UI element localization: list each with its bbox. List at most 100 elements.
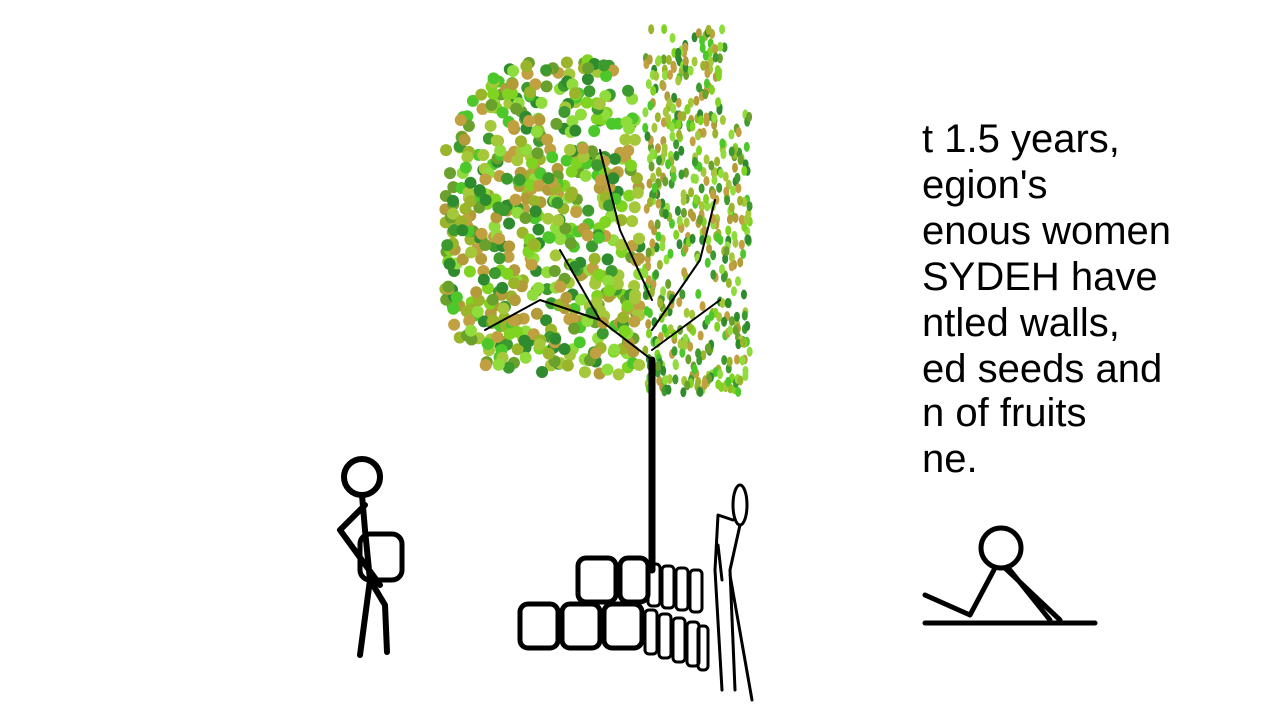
leaf	[698, 183, 705, 194]
leaf	[496, 281, 509, 294]
leaf	[548, 264, 561, 277]
leaf	[487, 72, 500, 85]
leaf	[741, 165, 748, 176]
leaf	[712, 128, 719, 139]
leaf	[608, 343, 621, 356]
leaf	[676, 297, 683, 308]
leaf	[704, 343, 711, 354]
leaf	[672, 359, 679, 370]
leaf	[507, 65, 520, 78]
leaf	[626, 215, 639, 228]
leaf	[459, 161, 472, 174]
leaf	[536, 365, 549, 378]
leaf	[660, 54, 667, 65]
leaf	[744, 320, 751, 331]
caption-line: t 1.5 years,	[922, 117, 1120, 161]
leaf	[602, 274, 615, 287]
leaf	[490, 134, 503, 147]
leaf	[651, 182, 658, 193]
leaf	[699, 43, 706, 54]
leaf	[511, 154, 524, 167]
leaf	[722, 253, 729, 264]
leaf	[653, 269, 660, 280]
leaf	[670, 63, 677, 74]
leaf	[542, 347, 555, 360]
leaf	[532, 223, 545, 236]
leaf	[669, 122, 676, 133]
leaf	[656, 259, 663, 270]
leaf	[464, 176, 477, 189]
leaf	[719, 138, 726, 149]
leaf	[677, 338, 684, 349]
leaf	[689, 233, 696, 244]
leaf	[456, 253, 469, 266]
leaf	[460, 305, 473, 318]
leaf	[485, 98, 498, 111]
leaf	[735, 276, 742, 287]
leaf	[675, 97, 682, 108]
leaf	[621, 299, 634, 312]
leaf	[561, 359, 574, 372]
leaf	[700, 60, 707, 71]
leaf	[685, 354, 692, 365]
leaf	[463, 265, 476, 278]
leaf	[733, 311, 740, 322]
leaf	[560, 291, 573, 304]
leaf	[665, 384, 672, 395]
leaf	[716, 369, 723, 380]
leaf	[735, 386, 742, 397]
leaf	[731, 162, 738, 173]
leaf	[681, 267, 688, 278]
leaf	[473, 184, 486, 197]
leaf	[646, 54, 653, 65]
leaf	[680, 387, 687, 398]
leaf	[477, 265, 490, 278]
leaf	[700, 167, 707, 178]
leaf	[488, 267, 501, 280]
leaf	[710, 250, 717, 261]
leaf	[569, 124, 582, 137]
leaf	[506, 77, 519, 90]
leaf	[689, 309, 696, 320]
leaf	[645, 319, 652, 330]
leaf	[511, 343, 524, 356]
leaf	[695, 348, 702, 359]
leaf	[721, 355, 728, 366]
leaf	[721, 316, 728, 327]
left-figure	[337, 456, 405, 658]
leaf	[745, 234, 752, 245]
leaf	[708, 56, 714, 67]
leaf	[566, 312, 579, 325]
leaf	[531, 147, 544, 160]
leaf	[447, 302, 460, 315]
leaf	[726, 214, 733, 225]
leaf	[696, 145, 703, 156]
leaf	[682, 56, 689, 67]
leaf	[622, 84, 635, 97]
leaf	[740, 248, 747, 259]
leaf	[497, 204, 510, 217]
leaf	[496, 106, 509, 119]
leaf	[704, 257, 711, 268]
leaf	[720, 272, 727, 283]
leaf	[728, 129, 735, 140]
leaf	[560, 56, 573, 69]
leaf	[673, 229, 680, 240]
leaf	[696, 82, 703, 93]
leaf	[680, 111, 687, 122]
leaf	[703, 112, 710, 123]
leaf	[702, 89, 709, 100]
leaf	[646, 328, 653, 339]
leaf	[475, 252, 488, 265]
leaf	[494, 144, 507, 157]
leaf	[666, 69, 673, 80]
leaf	[520, 60, 533, 73]
caption-line: n of fruits	[922, 391, 1087, 435]
leaf	[574, 293, 587, 306]
leaf	[702, 50, 709, 61]
leaf	[527, 238, 540, 251]
leaf	[559, 222, 572, 235]
leaf	[481, 337, 494, 350]
leaf	[581, 73, 594, 86]
leaf	[716, 104, 723, 115]
